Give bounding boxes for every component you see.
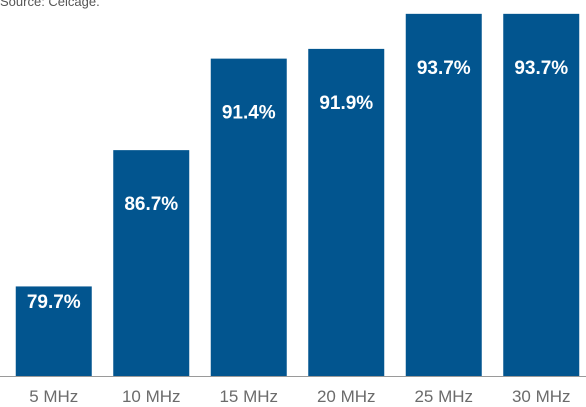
- data-label: 86.7%: [124, 194, 178, 215]
- data-labels-group: 79.7% 86.7% 91.4% 91.9% 93.7% 93.7%: [27, 58, 568, 313]
- bar-30-mhz: [503, 13, 580, 376]
- data-label: 93.7%: [417, 58, 471, 79]
- data-label: 79.7%: [27, 292, 81, 313]
- data-label: 91.4%: [222, 103, 276, 124]
- x-tick-labels-group: 5 MHz 10 MHz 15 MHz 20 MHz 25 MHz 30 MHz: [29, 387, 570, 406]
- x-tick-label: 30 MHz: [512, 387, 571, 406]
- bar-20-mhz: [308, 48, 385, 377]
- source-note: Source: Celcage.: [0, 0, 100, 9]
- bar-25-mhz: [405, 13, 482, 376]
- data-label: 91.9%: [319, 93, 373, 114]
- x-tick-label: 20 MHz: [317, 387, 376, 406]
- bar-10-mhz: [113, 150, 190, 376]
- x-tick-label: 5 MHz: [29, 387, 78, 406]
- bars-group: [15, 13, 580, 377]
- x-tick-label: 10 MHz: [122, 387, 181, 406]
- x-tick-label: 15 MHz: [219, 387, 278, 406]
- bar-15-mhz: [210, 58, 287, 377]
- data-label: 93.7%: [514, 58, 568, 79]
- bar-5-mhz: [15, 286, 92, 376]
- x-tick-label: 25 MHz: [414, 387, 473, 406]
